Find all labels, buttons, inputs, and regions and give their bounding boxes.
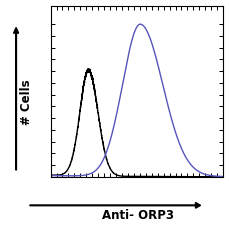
Text: # Cells: # Cells	[20, 79, 33, 125]
Text: Anti- ORP3: Anti- ORP3	[101, 208, 173, 221]
